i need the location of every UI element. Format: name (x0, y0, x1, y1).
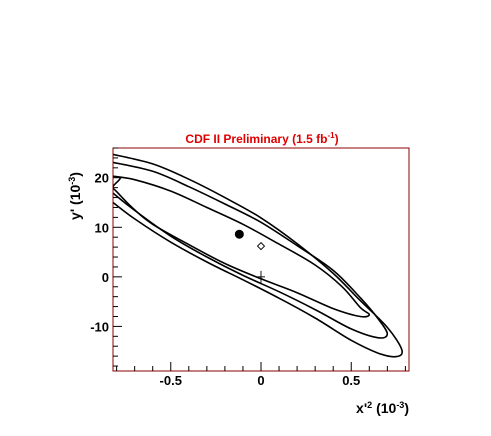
alt-fit-point (256, 241, 266, 251)
axis-ticks (113, 147, 406, 371)
x-tick-label: 0 (257, 373, 264, 388)
best-fit-point (234, 229, 244, 239)
contour-lines (113, 153, 403, 358)
contour-middle (113, 161, 389, 339)
contour-outer (113, 153, 403, 358)
y-tick-label: 0 (102, 270, 109, 285)
x-axis-label: x'2 (10-3) (356, 400, 409, 416)
x-tick-label: 0.5 (342, 373, 360, 388)
chart-title: CDF II Preliminary (1.5 fb-1) (185, 131, 338, 146)
tick-labels: -0.5 0 0.5 -10 0 10 20 (90, 171, 360, 388)
contour-inner (113, 175, 371, 318)
y-tick-label: 20 (95, 171, 109, 186)
point-markers (234, 229, 266, 283)
plot-frame (112, 147, 410, 372)
x-tick-label: -0.5 (160, 373, 182, 388)
y-tick-label: -10 (90, 319, 109, 334)
y-tick-label: 10 (95, 220, 109, 235)
y-axis-label: y' (10-3) (67, 172, 83, 220)
